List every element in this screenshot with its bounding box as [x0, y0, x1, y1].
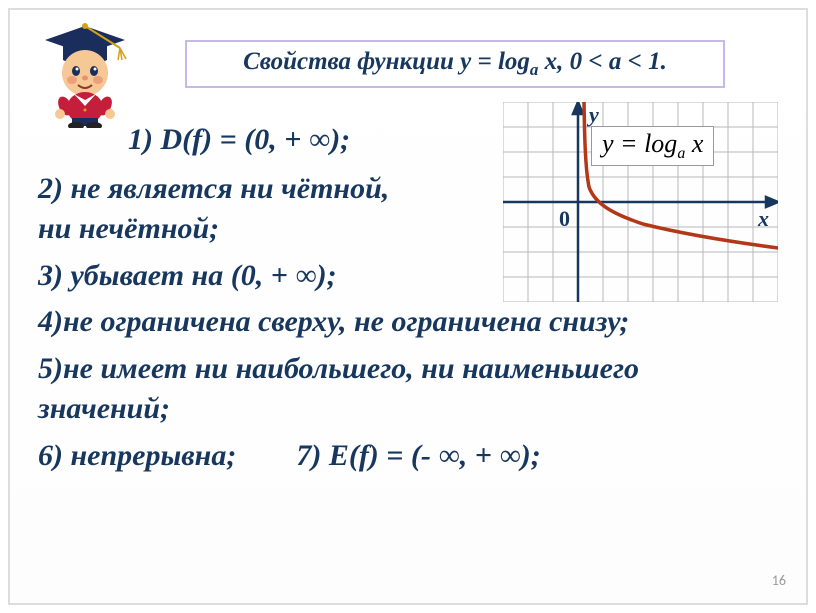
slide-title: Свойства функции у = logа х, 0 < a < 1.: [185, 40, 725, 88]
formula-suffix: x: [685, 129, 703, 158]
property-7: 7) E(f) = (- ∞, + ∞);: [296, 436, 540, 477]
property-4: 4)не ограничена сверху, не ограничена сн…: [38, 302, 778, 343]
page-number: 16: [772, 572, 786, 589]
property-3: 3) убывает на (0, + ∞);: [38, 256, 778, 297]
property-5: 5)не имеет ни наибольшего, ни наименьшег…: [38, 349, 778, 430]
title-prefix: Свойства функции у = log: [243, 48, 530, 75]
title-suffix: х, 0 < a < 1.: [538, 48, 667, 75]
formula-prefix: y = log: [602, 129, 677, 158]
property-2: 2) не является ни чётной, ни нечётной;: [38, 169, 778, 250]
chart-formula: y = loga x: [591, 126, 714, 166]
property-6: 6) непрерывна;: [38, 436, 236, 477]
